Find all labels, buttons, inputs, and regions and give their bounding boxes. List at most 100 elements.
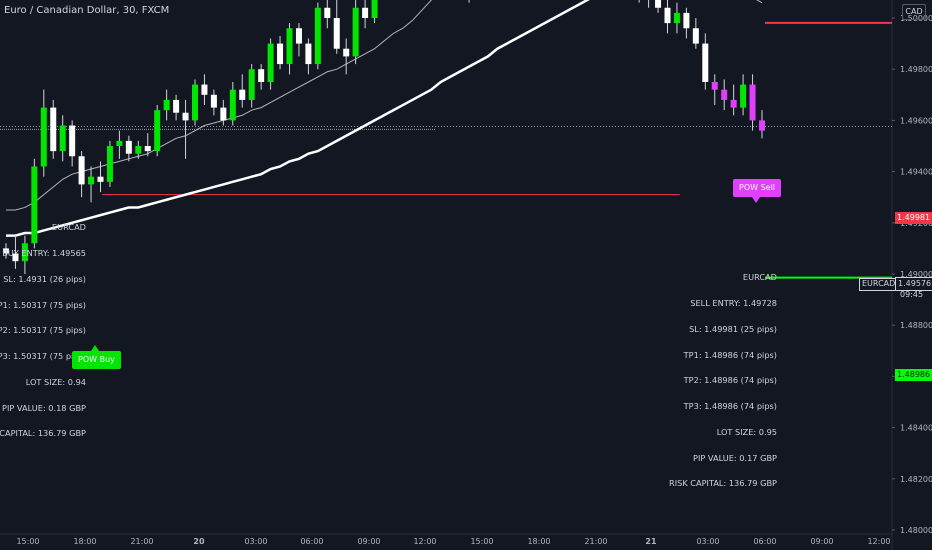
candle-body (192, 84, 198, 121)
candle-body (21, 243, 28, 262)
sell-info-line: TP2: 1.48986 (74 pips) (683, 375, 777, 386)
x-tick-label: 06:00 (753, 537, 776, 546)
tp-price-tag: 1.48986 (895, 369, 932, 381)
countdown-tag: 09:45 (900, 290, 924, 299)
candle-body (69, 125, 76, 157)
chart-title[interactable]: Euro / Canadian Dollar, 30, FXCM (4, 5, 170, 16)
y-tick-label: 1.48400 (900, 424, 932, 433)
candle-body (314, 7, 321, 65)
y-tick-label: 1.50000 (900, 14, 932, 23)
candle-body (12, 253, 19, 262)
x-tick-label: 12:00 (867, 537, 890, 546)
x-tick-label: 15:00 (470, 537, 493, 546)
y-tick-label: 1.49400 (900, 168, 932, 177)
y-tick-label: 1.48000 (900, 526, 932, 535)
candle-body (88, 176, 95, 185)
sell-info-line: RISK CAPITAL: 136.79 GBP (669, 478, 777, 489)
candle-body (352, 7, 359, 57)
sell-info-line: TP1: 1.48986 (74 pips) (683, 349, 777, 360)
x-tick-label: 12:00 (413, 537, 436, 546)
buy-info-line: EURCAD (51, 222, 86, 233)
symbol-tag: EURCAD (859, 278, 899, 291)
sell-info-line: SELL ENTRY: 1.49728 (690, 297, 777, 308)
sell-info-line: TP3: 1.48986 (74 pips) (683, 401, 777, 412)
candle-body (343, 48, 350, 57)
candle-body (655, 0, 662, 8)
candle-body (248, 69, 255, 100)
candle-body (210, 94, 217, 108)
candle-body (333, 18, 340, 49)
buy-info-line: LOT SIZE: 0.94 (25, 376, 86, 387)
candle-body (182, 112, 189, 121)
candle-body (702, 43, 709, 82)
buy-info-line: TP2: 1.50317 (75 pips) (0, 325, 86, 336)
candle-body (305, 43, 312, 65)
pow-sell-signal: POW Sell (733, 179, 782, 197)
candle-body (229, 89, 236, 121)
candle-body (267, 43, 274, 82)
buy-info-line: RISK CAPITAL: 136.79 GBP (0, 428, 86, 439)
x-tick-label: 15:00 (16, 537, 39, 546)
current-price-tag: 1.49576 (895, 277, 932, 291)
ma-slow-line (6, 0, 590, 237)
candle-body (324, 7, 331, 18)
candle-body (220, 107, 227, 121)
candle-body (163, 99, 170, 111)
candle-body (295, 28, 302, 44)
candle-body (721, 89, 728, 100)
candle-body (135, 146, 142, 154)
candle-body (78, 156, 85, 185)
candle-body (59, 125, 66, 152)
candle-body (371, 0, 378, 18)
x-tick-label: 21 (645, 537, 657, 546)
buy-info-line: SL: 1.4931 (26 pips) (3, 273, 86, 284)
buy-info-line: BUY ENTRY: 1.49565 (2, 247, 86, 258)
x-tick-label: 09:00 (810, 537, 833, 546)
x-tick-label: 03:00 (244, 537, 267, 546)
candle-body (683, 12, 690, 29)
buy-info-line: PIP VALUE: 0.18 GBP (2, 402, 86, 413)
candle-body (97, 176, 104, 182)
sell-info-line: EURCAD (742, 272, 777, 283)
buy-info-panel: EURCAD BUY ENTRY: 1.49565 SL: 1.4931 (26… (0, 206, 86, 455)
y-tick-label: 1.49800 (900, 65, 932, 74)
candle-body (239, 89, 246, 100)
candle-body (125, 140, 132, 154)
candle-body (362, 7, 369, 18)
candle-body (3, 248, 9, 254)
candle-body (711, 82, 718, 90)
candle-body (730, 99, 737, 108)
x-tick-label: 18:00 (527, 537, 550, 546)
pow-buy-signal: POW Buy (72, 351, 121, 369)
candle-body (154, 110, 161, 152)
candle-body (173, 99, 180, 113)
candle-body (749, 84, 756, 121)
y-tick-label: 1.49600 (900, 116, 932, 125)
candle-body (116, 140, 123, 146)
buy-signal-arrow (91, 345, 99, 351)
sell-info-panel: EURCAD SELL ENTRY: 1.49728 SL: 1.49981 (… (669, 256, 777, 505)
y-tick-label: 1.49000 (900, 270, 932, 279)
candle-body (201, 84, 208, 95)
candle-body (106, 146, 113, 182)
candle-body (258, 69, 265, 82)
x-tick-label: 03:00 (696, 537, 719, 546)
x-tick-label: 06:00 (300, 537, 323, 546)
candle-body (40, 107, 47, 167)
candle-body (664, 7, 671, 24)
candle-body (144, 146, 151, 152)
candle-body (740, 84, 747, 108)
candle-body (277, 43, 284, 65)
ma-fast-line (6, 0, 763, 211)
candle-body (759, 120, 765, 131)
y-tick-label: 1.48800 (900, 321, 932, 330)
candle-body (692, 28, 699, 44)
x-tick-label: 20 (193, 537, 205, 546)
x-tick-label: 21:00 (584, 537, 607, 546)
candle-body (31, 166, 38, 244)
sell-signal-arrow (752, 197, 760, 203)
x-tick-label: 21:00 (130, 537, 153, 546)
currency-button[interactable]: CAD (902, 4, 926, 20)
